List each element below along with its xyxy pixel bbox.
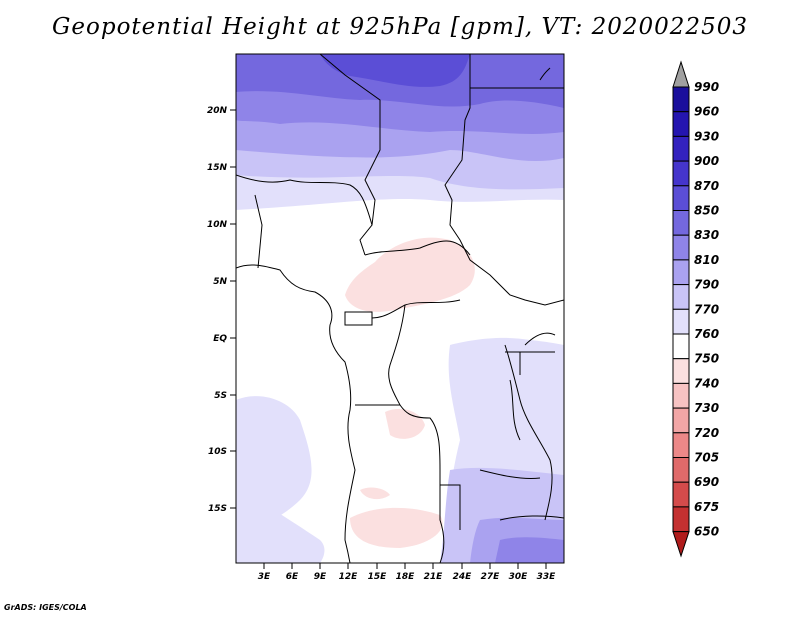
lon-label: 27E (481, 572, 501, 582)
lat-label: 15S (208, 504, 227, 514)
height-field (236, 54, 564, 563)
lon-label: 15E (368, 572, 388, 582)
longitude-axis: 3E 6E 9E 12E 15E 18E 21E 24E 27E 30E 33E (258, 563, 556, 582)
lon-label: 6E (286, 572, 299, 582)
colorbar-cell (672, 185, 690, 212)
colorbar-cell (672, 259, 690, 286)
lat-label: 10S (208, 447, 227, 457)
colorbar-label: 720 (694, 426, 719, 440)
colorbar-label: 850 (694, 204, 719, 218)
colorbar-cell (672, 210, 690, 236)
lon-label: 21E (424, 572, 444, 582)
colorbar-label: 900 (694, 154, 719, 168)
colorbar-bottom-arrow (672, 531, 690, 558)
colorbar-cell (672, 432, 690, 458)
lat-label: 5N (213, 277, 227, 287)
lat-label: 5S (214, 391, 227, 401)
colorbar-label: 705 (694, 451, 719, 465)
colorbar-cell (672, 308, 690, 335)
colorbar-cell (672, 481, 690, 508)
colorbar: 990 960 930 900 870 850 830 810 790 770 … (672, 60, 719, 558)
colorbar-cell (672, 506, 690, 533)
colorbar-label: 675 (694, 500, 719, 514)
colorbar-label: 990 (694, 80, 719, 94)
lon-label: 33E (537, 572, 557, 582)
colorbar-label: 650 (694, 525, 719, 539)
colorbar-cell (672, 382, 690, 409)
colorbar-label: 740 (694, 376, 719, 390)
map-title: Geopotential Height at 925hPa [gpm], VT:… (52, 14, 748, 40)
lat-label: 20N (207, 106, 228, 116)
colorbar-label: 790 (694, 278, 719, 292)
colorbar-label: 730 (694, 401, 719, 415)
grads-credit: GrADS: IGES/COLA (4, 603, 87, 612)
country-borders (236, 54, 564, 563)
lat-label: 10N (207, 220, 228, 230)
colorbar-label: 830 (694, 228, 719, 242)
lon-label: 18E (396, 572, 416, 582)
colorbar-cell (672, 111, 690, 137)
lon-label: 9E (314, 572, 327, 582)
colorbar-label: 760 (694, 327, 719, 341)
colorbar-label: 930 (694, 129, 719, 143)
colorbar-cell (672, 135, 690, 162)
colorbar-cells (672, 60, 690, 558)
colorbar-cell (672, 407, 690, 434)
colorbar-label: 770 (694, 302, 719, 316)
lat-label: 15N (207, 163, 228, 173)
colorbar-label: 810 (694, 253, 719, 267)
colorbar-cell (672, 284, 690, 310)
colorbar-top-arrow (672, 60, 690, 88)
lat-label: EQ (213, 334, 227, 344)
map-frame (235, 53, 565, 564)
colorbar-label: 960 (694, 105, 719, 119)
lon-label: 3E (258, 572, 271, 582)
colorbar-cell (672, 333, 690, 360)
lon-label: 12E (339, 572, 359, 582)
colorbar-label: 690 (694, 475, 719, 489)
lon-label: 24E (453, 572, 473, 582)
latitude-axis: 20N 15N 10N 5N EQ 5S 10S 15S (207, 106, 236, 514)
colorbar-label: 870 (694, 179, 719, 193)
lon-label: 30E (509, 572, 529, 582)
colorbar-cell (672, 234, 690, 261)
colorbar-label: 750 (694, 352, 719, 366)
colorbar-cell (672, 457, 690, 483)
colorbar-cell (672, 358, 690, 384)
colorbar-cell (672, 160, 690, 187)
colorbar-cell (672, 86, 690, 113)
